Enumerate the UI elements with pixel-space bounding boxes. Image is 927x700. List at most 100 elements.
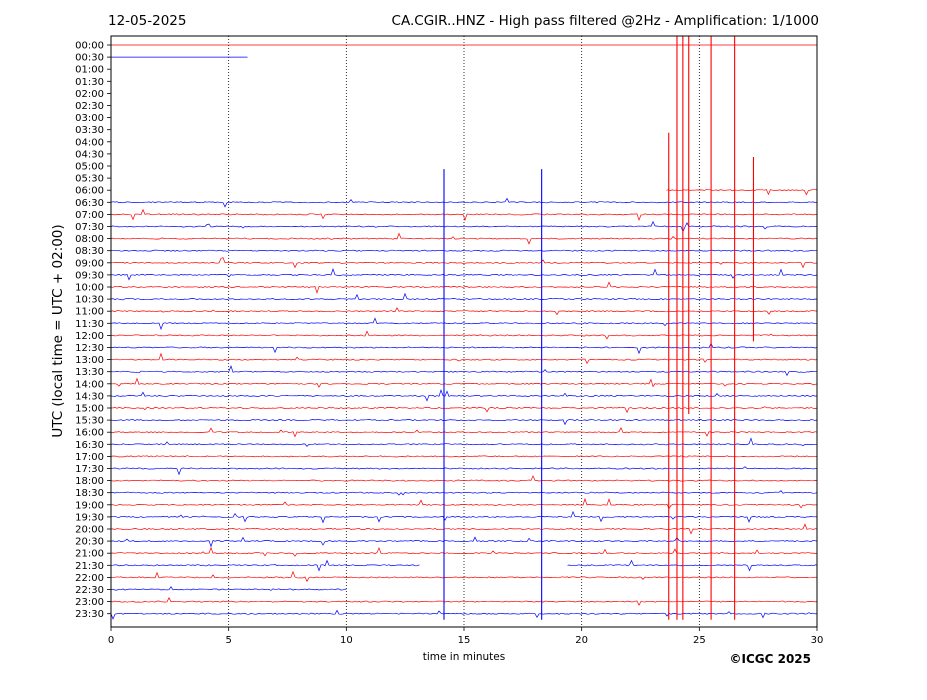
trace-0830 [111, 249, 817, 252]
trace-2130-1 [567, 559, 818, 572]
y-tick-label-1800: 18:00 [75, 476, 104, 487]
y-tick-label-2030: 20:30 [75, 537, 104, 548]
y-tick-label-1230: 12:30 [75, 343, 104, 354]
y-axis-label: UTC (local time = UTC + 02:00) [50, 224, 66, 437]
trace-0730 [110, 220, 818, 233]
y-tick-label-0700: 07:00 [75, 210, 104, 221]
trace-1130 [110, 317, 818, 331]
trace-1430 [110, 389, 818, 402]
trace-1930 [110, 510, 818, 524]
trace-2300 [110, 597, 818, 606]
x-tick-label-3: 15 [458, 635, 471, 646]
trace-0630 [110, 197, 818, 208]
trace-1300 [110, 352, 818, 365]
trace-1830 [110, 490, 818, 496]
y-tick-label-1900: 19:00 [75, 500, 104, 511]
y-tick-label-0600: 06:00 [75, 186, 104, 197]
y-tick-label-0200: 02:00 [75, 89, 104, 100]
trace-1700 [110, 455, 818, 458]
y-tick-label-1630: 16:30 [75, 440, 104, 451]
y-tick-label-1030: 10:30 [75, 295, 104, 306]
y-tick-label-0930: 09:30 [75, 270, 104, 281]
copyright-label: ©ICGC 2025 [729, 652, 811, 666]
trace-0900 [110, 257, 818, 269]
trace-1500 [110, 406, 818, 414]
trace-lines [110, 44, 818, 620]
x-tick-label-6: 30 [811, 635, 824, 646]
y-tick-label-0630: 06:30 [75, 198, 104, 209]
y-tick-label-0130: 01:30 [75, 77, 104, 88]
y-tick-label-1700: 17:00 [75, 452, 104, 463]
y-tick-label-2230: 22:30 [75, 585, 104, 596]
trace-0800 [110, 232, 818, 245]
y-tick-label-1430: 14:30 [75, 391, 104, 402]
trace-1200 [110, 330, 818, 340]
y-tick-label-2300: 23:00 [75, 597, 104, 608]
x-tick-label-0: 0 [108, 635, 114, 646]
y-tick-label-0800: 08:00 [75, 234, 104, 245]
trace-1800 [110, 475, 818, 482]
chart-title: CA.CGIR..HNZ - High pass filtered @2Hz -… [392, 13, 819, 29]
y-tick-label-0300: 03:00 [75, 113, 104, 124]
y-tick-label-1600: 16:00 [75, 428, 104, 439]
trace-1030 [110, 292, 818, 301]
trace-2200 [110, 570, 818, 583]
trace-1630 [110, 437, 817, 447]
y-tick-label-1730: 17:30 [75, 464, 104, 475]
y-tick-label-0730: 07:30 [75, 222, 104, 233]
x-axis: 0 5 10 15 20 25 30 [108, 627, 824, 646]
trace-1730 [110, 466, 818, 476]
y-tick-label-1930: 19:30 [75, 512, 104, 523]
y-tick-label-2000: 20:00 [75, 525, 104, 536]
trace-2330 [110, 609, 818, 620]
y-tick-label-0030: 00:30 [75, 53, 104, 64]
trace-2000 [110, 523, 818, 535]
x-tick-label-4: 20 [575, 635, 588, 646]
y-tick-label-1830: 18:30 [75, 488, 104, 499]
trace-1400 [111, 377, 818, 388]
trace-1600 [110, 426, 818, 438]
y-tick-label-0900: 09:00 [75, 258, 104, 269]
y-tick-label-2200: 22:00 [75, 573, 104, 584]
y-tick-label-0000: 00:00 [75, 41, 104, 52]
x-tick-label-5: 25 [693, 635, 706, 646]
x-axis-label: time in minutes [423, 651, 505, 663]
y-tick-label-1500: 15:00 [75, 404, 104, 415]
y-tick-label-0230: 02:30 [75, 101, 104, 112]
event-spikes [443, 36, 755, 620]
trace-0700 [110, 208, 818, 222]
trace-2100 [110, 546, 818, 557]
y-tick-label-0500: 05:00 [75, 162, 104, 173]
y-tick-label-1130: 11:30 [75, 319, 104, 330]
y-tick-label-2100: 21:00 [75, 549, 104, 560]
trace-1230 [110, 342, 818, 355]
y-tick-label-1330: 13:30 [75, 367, 104, 378]
y-tick-label-0100: 01:00 [75, 65, 104, 76]
header-date: 12-05-2025 [108, 13, 186, 29]
trace-1530 [110, 419, 818, 426]
trace-1000 [110, 281, 818, 294]
y-tick-label-1100: 11:00 [75, 307, 104, 318]
y-tick-label-0530: 05:30 [75, 174, 104, 185]
y-tick-label-2130: 21:30 [75, 561, 104, 572]
trace-2230 [110, 586, 347, 591]
trace-2130-0 [110, 559, 420, 572]
y-tick-label-1200: 12:00 [75, 331, 104, 342]
trace-2030 [110, 536, 818, 548]
y-tick-label-1300: 13:00 [75, 355, 104, 366]
trace-1100 [110, 307, 818, 316]
y-axis: 00:0000:3001:0001:3002:0002:3003:0003:30… [75, 41, 111, 620]
y-tick-label-2330: 23:30 [75, 609, 104, 620]
y-tick-label-0830: 08:30 [75, 246, 104, 257]
y-tick-label-1000: 10:00 [75, 283, 104, 294]
y-tick-label-1400: 14:00 [75, 379, 104, 390]
y-tick-label-0330: 03:30 [75, 125, 104, 136]
y-tick-label-0430: 04:30 [75, 149, 104, 160]
trace-0600 [666, 189, 818, 196]
x-tick-label-2: 10 [340, 635, 353, 646]
y-tick-label-1530: 15:30 [75, 416, 104, 427]
x-tick-label-1: 5 [225, 635, 231, 646]
trace-1900 [110, 497, 818, 510]
